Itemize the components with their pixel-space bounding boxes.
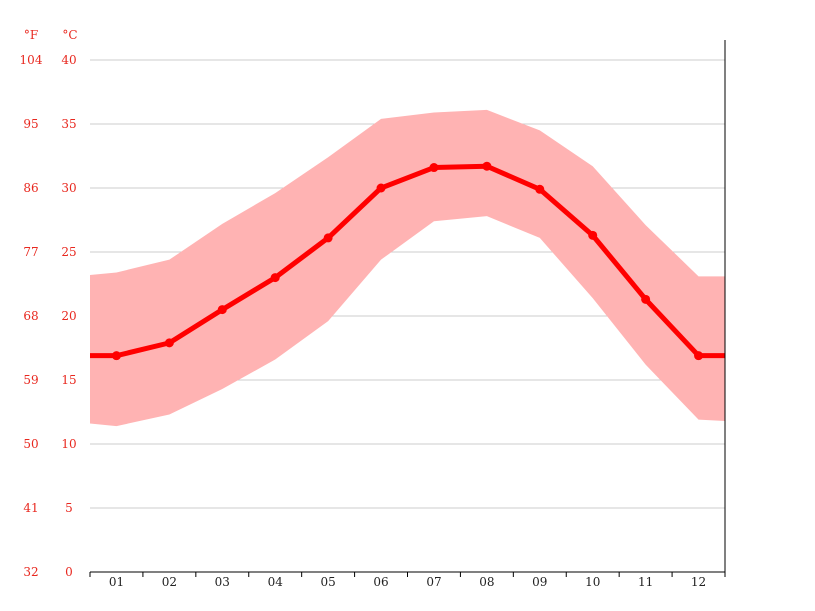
x-tick-label: 11: [638, 575, 653, 589]
y-tick-label-fahrenheit: 77: [23, 245, 38, 259]
mean-data-point: [588, 230, 598, 240]
mean-data-point: [482, 161, 492, 171]
y-tick-label-celsius: 25: [61, 245, 76, 259]
mean-data-point: [111, 351, 121, 361]
y-tick-label-fahrenheit: 41: [23, 501, 38, 515]
y-tick-label-celsius: 30: [61, 181, 76, 195]
y-tick-label-fahrenheit: 95: [23, 117, 38, 131]
y-tick-label-celsius: 15: [61, 373, 76, 387]
mean-data-point: [376, 183, 386, 193]
mean-data-point: [164, 338, 174, 348]
y-tick-label-celsius: 20: [61, 309, 76, 323]
mean-temperature-line: [90, 161, 725, 361]
x-tick-label: 02: [162, 575, 177, 589]
mean-data-point: [641, 294, 651, 304]
x-tick-label: 04: [268, 575, 284, 589]
mean-data-point: [429, 163, 439, 173]
x-tick-label: 05: [320, 575, 335, 589]
y-unit-celsius: °C: [62, 28, 77, 42]
x-tick-label: 10: [585, 575, 600, 589]
y-tick-label-celsius: 40: [61, 53, 76, 67]
x-tick-label: 01: [109, 575, 124, 589]
x-tick-label: 09: [532, 575, 547, 589]
y-tick-label-celsius: 10: [61, 437, 76, 451]
y-tick-label-fahrenheit: 50: [23, 437, 38, 451]
y-tick-label-celsius: 35: [61, 117, 76, 131]
y-tick-label-fahrenheit: 68: [23, 309, 38, 323]
y-tick-label-celsius: 0: [65, 565, 73, 579]
mean-data-point: [270, 273, 280, 283]
x-tick-label: 03: [215, 575, 230, 589]
mean-data-point: [323, 233, 333, 243]
temperature-range-band: [90, 109, 725, 427]
mean-data-point: [217, 305, 227, 315]
y-tick-label-fahrenheit: 32: [23, 565, 38, 579]
mean-data-point: [694, 351, 704, 361]
mean-line-series: [90, 163, 725, 359]
x-tick-label: 07: [426, 575, 441, 589]
axes: [89, 40, 726, 577]
y-tick-label-fahrenheit: 86: [23, 181, 38, 195]
y-tick-label-celsius: 5: [65, 501, 73, 515]
y-unit-fahrenheit: °F: [24, 28, 38, 42]
y-tick-label-fahrenheit: 104: [20, 53, 43, 67]
x-tick-label: 08: [479, 575, 494, 589]
range-band-area: [90, 109, 725, 427]
x-tick-label: 06: [373, 575, 388, 589]
mean-data-point: [535, 184, 545, 194]
axis-labels: °F °C 32 0 41 5 50 10 59 15 68 20 77 25 86 30 95 35 104 4…: [20, 28, 707, 589]
y-tick-label-fahrenheit: 59: [23, 373, 38, 387]
x-tick-label: 12: [691, 575, 706, 589]
